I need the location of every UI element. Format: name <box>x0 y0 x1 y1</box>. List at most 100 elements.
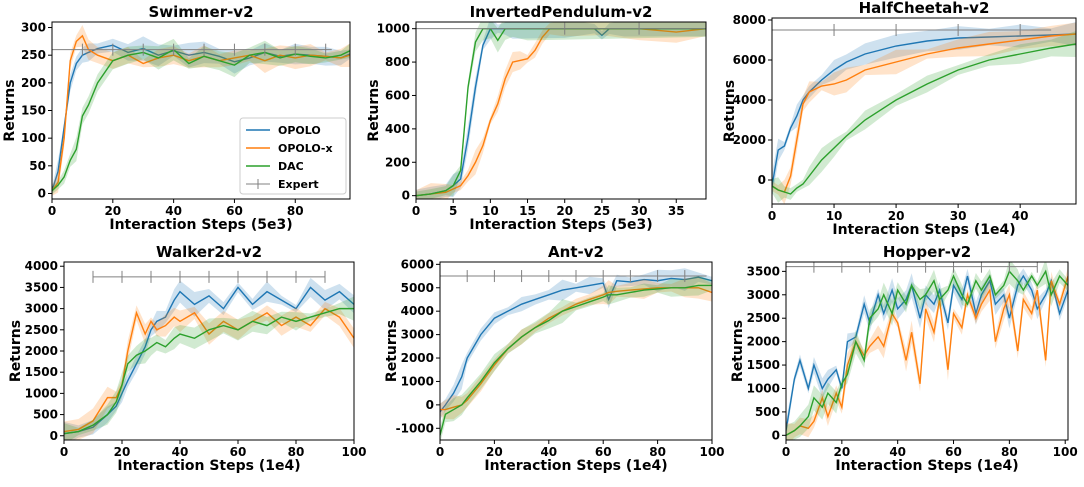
x-tick-label: 40 <box>1012 209 1029 223</box>
y-tick-label: 0 <box>402 189 410 203</box>
band-opolo <box>786 268 1068 440</box>
y-axis-label: Returns <box>366 79 382 141</box>
legend-label: OPOLO-x <box>278 142 333 155</box>
y-tick-label: 4000 <box>733 93 766 107</box>
x-axis-label: Interaction Steps (1e4) <box>117 458 300 474</box>
x-tick-label: 10 <box>482 204 499 218</box>
x-tick-label: 40 <box>540 445 557 459</box>
band-opolo <box>772 22 1076 199</box>
x-tick-label: 20 <box>114 445 131 459</box>
band-dac <box>52 38 350 195</box>
plot-area-4 <box>440 268 712 440</box>
y-tick-label: 800 <box>385 55 410 69</box>
panel-2: 0 10 20 30 40 0 2000 4000 6000 8000 HalfCheetah-v2… <box>722 0 1077 238</box>
y-tick-label: 5000 <box>401 281 434 295</box>
chart-title: Swimmer-v2 <box>148 3 253 21</box>
band-opolo-x <box>416 22 706 199</box>
y-tick-label: 0 <box>38 186 46 200</box>
band-opolo-x <box>440 276 712 420</box>
y-axis-label: Returns <box>730 320 746 382</box>
y-tick-label: 500 <box>33 408 58 422</box>
y-axis-label: Returns <box>2 79 18 141</box>
band-opolo-x <box>772 22 1076 204</box>
y-tick-label: 3500 <box>25 280 58 294</box>
x-tick-label: 40 <box>165 204 182 218</box>
plot-area-0 <box>52 25 350 196</box>
y-tick-label: 6000 <box>733 53 766 67</box>
panel-5: 0 20 40 60 80 1000500100015002000250030003500… <box>730 243 1078 474</box>
y-axis-label: Returns <box>384 320 400 382</box>
y-tick-label: 0 <box>758 173 766 187</box>
y-tick-label: 0 <box>426 398 434 412</box>
band-opolo <box>64 277 354 440</box>
y-tick-label: 200 <box>385 155 410 169</box>
x-tick-label: 0 <box>412 204 420 218</box>
y-tick-label: 1000 <box>377 22 410 36</box>
x-tick-label: 25 <box>594 204 611 218</box>
line-dac <box>786 269 1068 436</box>
x-tick-label: 40 <box>172 445 189 459</box>
y-tick-label: 3000 <box>747 288 780 302</box>
x-tick-label: 10 <box>826 209 843 223</box>
y-tick-label: 1000 <box>401 374 434 388</box>
y-axis-label: Returns <box>722 80 738 142</box>
chart-title: InvertedPendulum-v2 <box>470 3 653 21</box>
y-tick-label: 2000 <box>25 344 58 358</box>
band-dac <box>786 262 1068 440</box>
x-tick-label: 100 <box>1053 445 1078 459</box>
x-tick-label: 80 <box>287 204 304 218</box>
x-tick-label: 0 <box>782 445 790 459</box>
y-tick-label: 100 <box>21 131 46 145</box>
panel-3: 0 20 40 60 80 1000500100015002000250030003500… <box>8 243 367 474</box>
legend: OPOLO OPOLO-x DAC Expert <box>239 117 347 195</box>
plot-area-5 <box>786 262 1068 440</box>
x-axis-label: Interaction Steps (5e3) <box>469 217 652 233</box>
y-tick-label: 500 <box>755 405 780 419</box>
plot-area-2 <box>772 22 1076 204</box>
axes-frame <box>439 261 713 441</box>
line-opolo <box>64 286 354 435</box>
line-dac <box>64 307 354 435</box>
y-tick-label: 2000 <box>401 351 434 365</box>
line-dac <box>440 284 712 436</box>
x-tick-label: 80 <box>288 445 305 459</box>
x-tick-label: 100 <box>699 445 724 459</box>
panel-0: 0 20 40 60 80 0 50 100 150 200 250 300 Swimmer-v2 Int… <box>2 3 351 233</box>
x-axis-label: Interaction Steps (1e4) <box>835 458 1018 474</box>
axes-frame <box>415 21 707 200</box>
y-tick-label: 8000 <box>733 13 766 27</box>
x-tick-label: 30 <box>950 209 967 223</box>
y-tick-label: 4000 <box>401 304 434 318</box>
y-tick-label: 1000 <box>747 381 780 395</box>
y-tick-label: 6000 <box>401 257 434 271</box>
x-tick-label: 30 <box>631 204 648 218</box>
y-tick-label: 600 <box>385 88 410 102</box>
x-tick-label: 0 <box>768 209 776 223</box>
y-tick-label: 3000 <box>25 302 58 316</box>
x-tick-label: 20 <box>486 445 503 459</box>
band-dac <box>772 31 1076 203</box>
line-opolo-x <box>786 275 1068 436</box>
x-axis-label: Interaction Steps (1e4) <box>832 222 1015 238</box>
line-dac <box>772 43 1076 195</box>
x-tick-label: 35 <box>668 204 685 218</box>
y-tick-label: 250 <box>21 48 46 62</box>
band-dac <box>440 275 712 440</box>
x-tick-label: 60 <box>230 445 247 459</box>
plot-area-3 <box>64 270 354 440</box>
x-tick-label: 60 <box>595 445 612 459</box>
legend-label: DAC <box>278 160 304 173</box>
y-tick-label: 2000 <box>747 335 780 349</box>
y-tick-label: 1000 <box>25 386 58 400</box>
line-opolo-x <box>64 307 354 433</box>
y-tick-label: 0 <box>50 429 58 443</box>
x-tick-label: 60 <box>945 445 962 459</box>
y-tick-label: 3000 <box>401 328 434 342</box>
y-tick-label: 4000 <box>25 259 58 273</box>
y-tick-label: 2500 <box>747 311 780 325</box>
y-tick-label: 2500 <box>25 323 58 337</box>
panel-4: 0 20 40 60 80 100-100001000200030004000500060… <box>384 243 725 474</box>
y-tick-label: -1000 <box>396 421 434 435</box>
x-tick-label: 0 <box>60 445 68 459</box>
x-tick-label: 60 <box>226 204 243 218</box>
